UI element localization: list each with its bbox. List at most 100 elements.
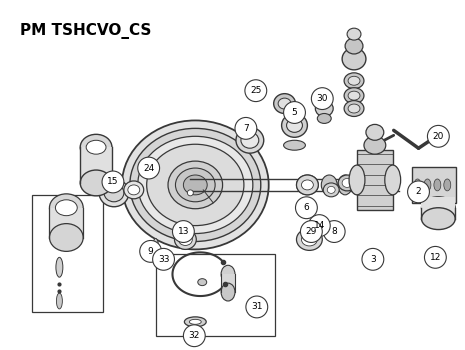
Text: 24: 24 [143, 163, 154, 173]
Ellipse shape [385, 165, 401, 195]
Ellipse shape [315, 100, 333, 117]
Ellipse shape [274, 94, 295, 113]
Ellipse shape [241, 132, 259, 148]
Circle shape [246, 296, 268, 318]
Ellipse shape [104, 184, 124, 202]
Ellipse shape [424, 179, 431, 191]
Circle shape [300, 220, 322, 243]
Bar [80, 147, 112, 183]
Ellipse shape [364, 136, 386, 154]
Circle shape [323, 220, 345, 243]
Circle shape [138, 157, 159, 179]
Circle shape [235, 118, 257, 139]
Ellipse shape [122, 120, 269, 250]
Circle shape [312, 88, 333, 110]
Text: 2: 2 [416, 187, 421, 196]
Ellipse shape [347, 28, 361, 40]
Ellipse shape [348, 91, 360, 100]
Text: 29: 29 [306, 227, 317, 236]
Ellipse shape [317, 113, 331, 124]
Ellipse shape [344, 100, 364, 117]
Circle shape [153, 248, 174, 270]
Ellipse shape [297, 229, 322, 250]
Text: 12: 12 [430, 253, 441, 262]
Circle shape [425, 246, 446, 268]
Ellipse shape [221, 283, 235, 301]
Ellipse shape [327, 187, 335, 193]
Ellipse shape [342, 48, 366, 70]
Ellipse shape [350, 175, 368, 195]
Text: 7: 7 [243, 124, 249, 133]
Ellipse shape [146, 144, 244, 226]
Text: 14: 14 [313, 221, 325, 230]
Ellipse shape [297, 175, 319, 195]
Ellipse shape [342, 178, 352, 187]
Ellipse shape [185, 317, 206, 327]
Ellipse shape [221, 265, 235, 283]
Ellipse shape [99, 179, 129, 207]
Circle shape [245, 80, 267, 101]
Ellipse shape [130, 128, 261, 241]
Ellipse shape [49, 194, 83, 222]
Ellipse shape [236, 127, 264, 153]
Bar [221, 274, 235, 292]
Ellipse shape [49, 224, 83, 251]
Ellipse shape [86, 140, 106, 154]
Ellipse shape [168, 161, 223, 209]
Circle shape [102, 171, 124, 193]
Ellipse shape [187, 190, 193, 196]
Bar [357, 150, 393, 210]
Ellipse shape [414, 179, 421, 191]
Ellipse shape [55, 200, 77, 216]
Text: 15: 15 [107, 177, 119, 187]
Circle shape [183, 325, 205, 346]
Bar [32, 195, 103, 312]
Ellipse shape [344, 73, 364, 89]
Ellipse shape [344, 88, 364, 104]
Ellipse shape [348, 104, 360, 113]
Ellipse shape [282, 113, 307, 137]
Text: 32: 32 [189, 331, 200, 340]
Ellipse shape [297, 175, 319, 195]
Ellipse shape [198, 279, 207, 286]
Text: 3: 3 [370, 255, 376, 264]
Ellipse shape [301, 233, 317, 246]
Ellipse shape [421, 197, 455, 219]
Ellipse shape [284, 140, 306, 150]
Circle shape [173, 220, 194, 243]
Ellipse shape [349, 165, 365, 195]
Ellipse shape [56, 293, 62, 309]
Ellipse shape [338, 175, 356, 191]
Circle shape [284, 102, 306, 124]
Ellipse shape [444, 179, 451, 191]
Ellipse shape [321, 175, 337, 195]
Circle shape [140, 240, 161, 262]
Text: 25: 25 [250, 86, 261, 95]
Bar [49, 208, 83, 238]
Ellipse shape [153, 238, 159, 256]
Ellipse shape [338, 175, 352, 195]
Ellipse shape [80, 170, 112, 196]
Ellipse shape [189, 319, 201, 324]
Circle shape [295, 197, 317, 219]
Ellipse shape [183, 175, 207, 195]
Bar [412, 167, 456, 203]
Ellipse shape [80, 134, 112, 160]
Text: 9: 9 [148, 247, 153, 256]
Text: 30: 30 [317, 94, 328, 103]
Ellipse shape [179, 233, 193, 245]
Ellipse shape [434, 179, 441, 191]
Circle shape [362, 248, 384, 270]
Ellipse shape [124, 181, 144, 199]
Ellipse shape [174, 230, 196, 250]
Text: 5: 5 [292, 108, 298, 117]
Ellipse shape [366, 124, 384, 140]
Text: 20: 20 [432, 132, 444, 141]
Ellipse shape [56, 257, 63, 277]
Ellipse shape [345, 38, 363, 54]
Bar [156, 254, 275, 336]
Text: 31: 31 [251, 302, 263, 312]
Circle shape [427, 125, 449, 147]
Text: 33: 33 [158, 255, 169, 264]
Ellipse shape [323, 183, 339, 197]
